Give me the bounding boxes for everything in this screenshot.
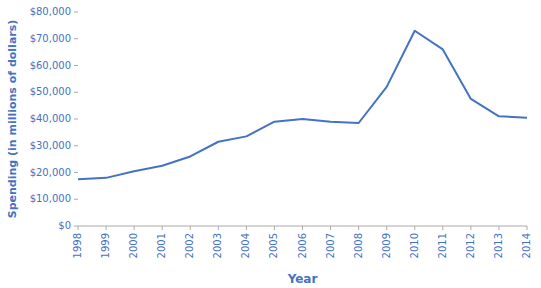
y-tick [74,65,78,66]
x-tick [527,226,528,230]
y-tick [74,38,78,39]
x-tick-label: 2009 [381,233,392,258]
x-tick-label: 2006 [297,233,308,258]
x-tick [162,226,163,230]
x-tick-label: 1999 [100,233,111,258]
y-tick-label: $70,000 [30,33,71,44]
x-tick [302,226,303,230]
x-tick [190,226,191,230]
x-tick [470,226,471,230]
y-tick-label: $80,000 [30,6,71,17]
x-tick-label: 2001 [156,233,167,258]
y-tick [74,92,78,93]
plot-area [78,31,527,179]
y-tick-label: $60,000 [30,60,71,71]
y-tick-label: $40,000 [30,113,71,124]
x-tick-label: 2003 [212,233,223,258]
y-tick-label: $20,000 [30,167,71,178]
x-tick-label: 2000 [128,233,139,258]
x-tick [498,226,499,230]
x-axis: 1998 1999 2000 2001 2002 2003 2004 2005 2006 2007… [72,226,532,258]
x-tick-label: 2008 [353,233,364,258]
x-tick [414,226,415,230]
x-tick-label: 2013 [493,233,504,258]
x-tick [274,226,275,230]
y-tick [74,119,78,120]
x-axis-title: Year [287,272,318,286]
x-tick-label: 2011 [437,233,448,258]
x-tick-label: 2007 [325,233,336,258]
data-line [78,31,527,179]
y-tick-label: $10,000 [30,193,71,204]
x-tick [442,226,443,230]
x-tick [246,226,247,230]
y-tick [74,12,78,13]
y-tick-label: $30,000 [30,140,71,151]
y-tick [74,199,78,200]
y-tick-label: $50,000 [30,86,71,97]
x-tick [386,226,387,230]
y-tick [74,226,78,227]
x-tick-label: 2012 [465,233,476,258]
y-tick [74,145,78,146]
y-tick [74,172,78,173]
x-tick-label: 2005 [268,233,279,258]
x-tick [330,226,331,230]
x-tick-label: 2002 [184,233,195,258]
y-tick-label: $0 [58,220,71,231]
y-axis: $0 $10,000 $20,000 $30,000 $40,000 $50,000 $60… [30,6,78,231]
x-tick-label: 2014 [521,233,532,258]
x-tick [106,226,107,230]
y-axis-title: Spending (in millions of dollars) [6,20,19,219]
x-tick-label: 2004 [240,233,251,258]
chart: $0 $10,000 $20,000 $30,000 $40,000 $50,000 $60… [0,0,541,288]
x-tick-label: 2010 [409,233,420,258]
x-tick [218,226,219,230]
page: {"chart_data": {"type": "line", "x": [19… [0,0,541,288]
x-tick [358,226,359,230]
x-tick-label: 1998 [72,233,83,258]
x-tick [78,226,79,230]
x-tick [134,226,135,230]
